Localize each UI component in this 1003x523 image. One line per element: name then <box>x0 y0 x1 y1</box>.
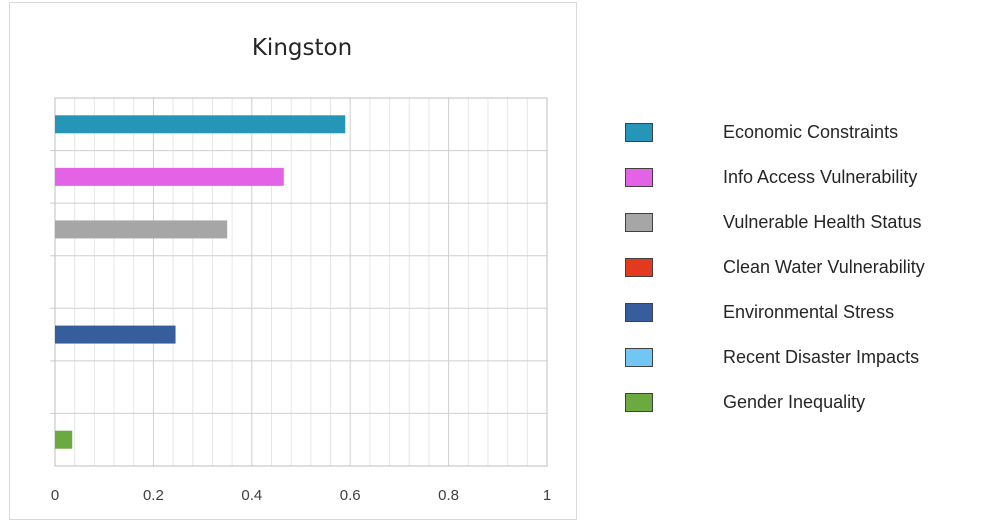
legend-label: Vulnerable Health Status <box>723 212 922 232</box>
x-axis-ticks: 0 0.2 0.4 0.6 0.8 1 <box>51 487 551 504</box>
bar <box>55 325 176 344</box>
legend-label: Economic Constraints <box>723 122 899 142</box>
legend-swatch <box>625 123 653 142</box>
legend-label: Info Access Vulnerability <box>723 167 918 187</box>
legend-label: Clean Water Vulnerability <box>723 257 925 277</box>
x-tick-label: 1 <box>543 487 551 504</box>
chart-title: Kingston <box>252 35 352 61</box>
legend-label: Environmental Stress <box>723 302 895 322</box>
legend-swatch <box>625 213 653 232</box>
x-tick-label: 0 <box>51 487 59 504</box>
bar <box>55 220 228 239</box>
legend-swatch <box>625 393 653 412</box>
legend-item: Gender Inequality <box>622 391 1002 414</box>
legend-item: Economic Constraints <box>622 121 1002 144</box>
legend-swatch <box>625 258 653 277</box>
legend-item: Environmental Stress <box>622 301 1002 324</box>
bars-layer <box>55 115 346 449</box>
legend-item: Vulnerable Health Status <box>622 211 1002 234</box>
bar <box>55 167 284 186</box>
x-tick-label: 0.8 <box>438 487 459 504</box>
legend-swatch <box>625 168 653 187</box>
x-tick-label: 0.4 <box>241 487 262 504</box>
legend-item: Clean Water Vulnerability <box>622 256 1002 279</box>
x-tick-label: 0.6 <box>340 487 361 504</box>
legend-item: Info Access Vulnerability <box>622 166 1002 189</box>
x-tick-label: 0.2 <box>143 487 164 504</box>
bar <box>55 430 73 449</box>
chart-panel: Kingston 0 0.2 0.4 0.6 0.8 1 <box>9 2 577 520</box>
legend-swatch <box>625 348 653 367</box>
legend-swatch <box>625 303 653 322</box>
legend-item: Recent Disaster Impacts <box>622 346 1002 369</box>
bar <box>55 115 346 134</box>
legend-label: Gender Inequality <box>723 392 866 412</box>
plot-frame <box>54 97 548 467</box>
grid-layer <box>50 97 548 467</box>
legend: Economic Constraints Info Access Vulnera… <box>622 121 1002 436</box>
chart-svg: Kingston 0 0.2 0.4 0.6 0.8 1 <box>50 35 551 504</box>
legend-label: Recent Disaster Impacts <box>723 347 920 367</box>
